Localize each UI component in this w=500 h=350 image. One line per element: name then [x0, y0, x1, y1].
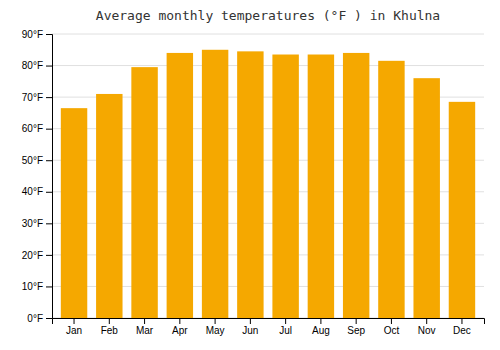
x-tick-label: Jan — [66, 325, 82, 336]
y-tick-mark — [46, 255, 52, 256]
x-tick: Aug — [312, 318, 330, 336]
bar — [343, 53, 369, 318]
y-tick-label: 40°F — [22, 186, 43, 197]
x-tick-label: May — [206, 325, 225, 336]
x-tick: Jul — [279, 318, 292, 336]
y-tick: 20°F — [22, 250, 52, 261]
bars — [61, 50, 475, 318]
y-tick-mark — [46, 160, 52, 161]
bar — [237, 51, 263, 318]
y-tick: 50°F — [22, 155, 52, 166]
y-tick-label: 70°F — [22, 92, 43, 103]
x-tick-mark — [250, 318, 251, 324]
x-tick-mark — [144, 318, 145, 324]
y-tick-mark — [46, 34, 52, 35]
y-tick: 70°F — [22, 92, 52, 103]
y-tick: 60°F — [22, 123, 52, 134]
x-tick: Oct — [384, 318, 400, 336]
bar — [308, 55, 334, 318]
x-tick-mark — [461, 318, 462, 324]
x-tick-mark — [391, 318, 392, 324]
x-tick-label: Sep — [347, 325, 365, 336]
y-tick-label: 30°F — [22, 218, 43, 229]
y-tick: 30°F — [22, 218, 52, 229]
bar — [61, 108, 87, 318]
grid-line — [52, 65, 484, 66]
x-tick: Jun — [242, 318, 258, 336]
y-tick-label: 90°F — [22, 29, 43, 40]
x-tick-mark — [285, 318, 286, 324]
x-tick: Feb — [101, 318, 119, 336]
grid — [52, 34, 484, 318]
y-axis: 0°F 10°F 20°F 30°F 40°F 50°F 60°F 70°F 80°F 90°F — [22, 29, 53, 324]
x-tick-label: Dec — [453, 325, 471, 336]
y-tick-label: 60°F — [22, 123, 43, 134]
bar — [167, 53, 193, 318]
x-tick-label: Oct — [384, 325, 400, 336]
bar — [131, 67, 157, 318]
y-tick-label: 50°F — [22, 155, 43, 166]
x-axis: Jan Feb Mar Apr May Jun Jul Aug Sep Oct Nov Dec — [53, 318, 485, 336]
chart-svg: 0°F 10°F 20°F 30°F 40°F 50°F 60°F 70°F 80°F 90°F J… — [0, 0, 500, 350]
bar — [378, 61, 404, 318]
y-tick: 10°F — [22, 281, 52, 292]
y-axis-line — [46, 35, 53, 319]
x-tick-mark — [356, 318, 357, 324]
x-tick: Mar — [136, 318, 154, 336]
y-tick-mark — [46, 192, 52, 193]
x-tick-label: Aug — [312, 325, 330, 336]
y-tick-label: 20°F — [22, 250, 43, 261]
bar — [272, 55, 298, 318]
grid-line — [52, 34, 484, 35]
x-tick: Jan — [66, 318, 82, 336]
y-tick: 0°F — [27, 313, 52, 324]
x-tick-mark — [215, 318, 216, 324]
bar — [96, 94, 122, 318]
title: Average monthly temperatures (°F ) in Kh… — [96, 8, 440, 23]
x-tick-mark — [109, 318, 110, 324]
plot-area: 0°F 10°F 20°F 30°F 40°F 50°F 60°F 70°F 80°F 90°F J… — [22, 29, 485, 336]
y-tick-mark — [46, 66, 52, 67]
bar — [202, 50, 228, 318]
x-axis-line — [53, 319, 485, 325]
bar — [413, 78, 439, 318]
y-tick-mark — [46, 318, 52, 319]
x-tick-label: Mar — [136, 325, 154, 336]
x-tick-label: Nov — [418, 325, 436, 336]
y-tick-mark — [46, 286, 52, 287]
x-tick: May — [206, 318, 225, 336]
x-tick-label: Feb — [101, 325, 119, 336]
y-tick: 40°F — [22, 186, 52, 197]
x-tick: Nov — [418, 318, 436, 336]
bar — [449, 102, 475, 318]
y-tick-label: 10°F — [22, 281, 43, 292]
y-tick-mark — [46, 129, 52, 130]
x-tick-mark — [74, 318, 75, 324]
x-tick-mark — [426, 318, 427, 324]
x-tick-label: Jun — [242, 325, 258, 336]
y-tick-mark — [46, 97, 52, 98]
x-tick-label: Jul — [279, 325, 292, 336]
x-tick: Dec — [453, 318, 471, 336]
y-tick-label: 0°F — [27, 313, 43, 324]
x-tick: Sep — [347, 318, 365, 336]
y-tick-mark — [46, 223, 52, 224]
x-tick-label: Apr — [172, 325, 188, 336]
y-tick: 90°F — [22, 29, 52, 40]
chart-container: 0°F 10°F 20°F 30°F 40°F 50°F 60°F 70°F 80°F 90°F J… — [0, 0, 500, 350]
x-tick-mark — [179, 318, 180, 324]
x-tick: Apr — [172, 318, 188, 336]
y-tick-label: 80°F — [22, 60, 43, 71]
x-tick-mark — [320, 318, 321, 324]
y-tick: 80°F — [22, 60, 52, 71]
